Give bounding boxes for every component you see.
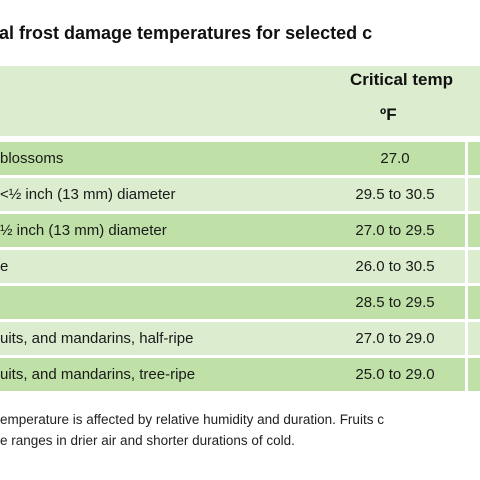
crop-stage-cell: <½ inch (13 mm) diameter	[0, 186, 176, 203]
table-row: blossoms 27.0	[0, 142, 480, 175]
critical-temperature-header: Critical temp	[350, 70, 453, 89]
footnote-line: emperature is affected by relative humid…	[0, 412, 384, 427]
crop-stage-cell: uits, and mandarins, half-ripe	[0, 330, 194, 347]
column-divider	[465, 250, 480, 283]
frost-damage-table: Critical temp ºF blossoms 27.0 <½ inch (…	[0, 66, 480, 392]
column-divider	[465, 358, 480, 391]
column-divider	[465, 178, 480, 211]
crop-stage-cell: blossoms	[0, 150, 64, 167]
crop-stage-cell: uits, and mandarins, tree-ripe	[0, 366, 196, 383]
table-row: e 26.0 to 30.5	[0, 250, 480, 283]
fahrenheit-cell: 27.0	[380, 150, 410, 167]
column-divider	[465, 286, 480, 319]
table-footnote: emperature is affected by relative humid…	[0, 409, 480, 451]
fahrenheit-cell: 29.5 to 30.5	[355, 186, 435, 203]
fahrenheit-cell: 28.5 to 29.5	[355, 294, 435, 311]
table-row: <½ inch (13 mm) diameter 29.5 to 30.5	[0, 178, 480, 211]
fahrenheit-cell: 25.0 to 29.0	[355, 366, 435, 383]
crop-stage-cell: ½ inch (13 mm) diameter	[0, 222, 167, 239]
column-divider	[465, 142, 480, 175]
table-row: uits, and mandarins, tree-ripe 25.0 to 2…	[0, 358, 480, 391]
fahrenheit-cell: 26.0 to 30.5	[355, 258, 435, 275]
fahrenheit-cell: 27.0 to 29.0	[355, 330, 435, 347]
crop-stage-cell: e	[0, 258, 9, 275]
table-row: uits, and mandarins, half-ripe 27.0 to 2…	[0, 322, 480, 355]
footnote-line: e ranges in drier air and shorter durati…	[0, 433, 295, 448]
table-header: Critical temp ºF	[0, 66, 480, 136]
table-row: ½ inch (13 mm) diameter 27.0 to 29.5	[0, 214, 480, 247]
fahrenheit-unit-header: ºF	[380, 105, 397, 124]
fahrenheit-cell: 27.0 to 29.5	[355, 222, 435, 239]
table-row: 28.5 to 29.5	[0, 286, 480, 319]
column-divider	[465, 214, 480, 247]
table-title: ical frost damage temperatures for selec…	[0, 23, 373, 43]
column-divider	[465, 322, 480, 355]
